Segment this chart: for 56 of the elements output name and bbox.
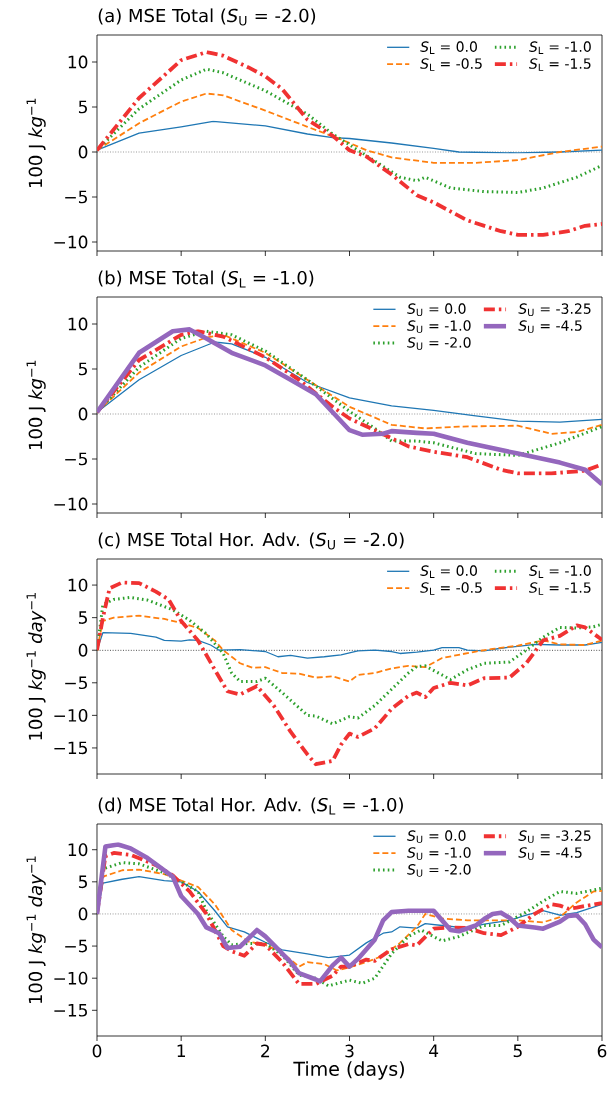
legend-label: S$_{L}$ = -1.0 <box>529 565 591 578</box>
legend-label: S$_{L}$ = 0.0 <box>420 565 477 578</box>
legend-label: S$_{U}$ = -1.0 <box>407 847 471 860</box>
legend-label: S$_{U}$ = -2.0 <box>407 337 471 350</box>
y-tick-label: −10 <box>54 971 88 985</box>
x-tick-label: 2 <box>261 1044 270 1058</box>
y-tick-label: 10 <box>68 317 88 331</box>
x-axis-title: Time (days) <box>293 1061 404 1080</box>
chart-title: (d) MSE Total Hor. Adv. (S$_{L}$ = -1.0) <box>98 797 403 815</box>
chart-title: (b) MSE Total (S$_{L}$ = -1.0) <box>98 270 314 288</box>
y-tick-label: 0 <box>78 643 88 657</box>
legend-label: S$_{U}$ = 0.0 <box>407 830 466 844</box>
y-tick-label: 10 <box>68 55 88 69</box>
y-tick-label: −15 <box>54 741 87 755</box>
legend-label: S$_{U}$ = -4.5 <box>518 847 582 860</box>
legend-label: S$_{L}$ = -0.5 <box>420 582 482 595</box>
legend-label: S$_{U}$ = -1.0 <box>407 320 471 333</box>
x-tick-label: 0 <box>92 1044 102 1058</box>
y-tick-label: −5 <box>65 452 87 466</box>
legend-label: S$_{U}$ = -3.25 <box>518 303 591 317</box>
y-tick-label: 0 <box>78 407 88 421</box>
y-tick-label: 10 <box>68 843 88 857</box>
x-tick-label: 4 <box>429 1044 439 1057</box>
legend-label: S$_{L}$ = -0.5 <box>420 58 482 71</box>
y-tick-label: −5 <box>65 190 87 204</box>
y-tick-label: 5 <box>78 611 87 624</box>
legend-label: S$_{U}$ = 0.0 <box>407 303 466 317</box>
legend-label: S$_{L}$ = 0.0 <box>420 41 477 54</box>
y-axis-title: 100 J kg$^{−1}$ day$^{−1}$ <box>26 856 46 1004</box>
legend-label: S$_{U}$ = -3.25 <box>518 830 591 844</box>
y-tick-label: −5 <box>65 676 87 690</box>
y-tick-label: 5 <box>78 875 87 889</box>
y-axis-title: 100 J kg$^{−1}$ <box>26 98 46 188</box>
x-tick-label: 3 <box>345 1044 354 1058</box>
chart-title: (c) MSE Total Hor. Adv. (S$_{U}$ = -2.0) <box>98 532 404 550</box>
legend-label: S$_{L}$ = -1.0 <box>529 41 591 54</box>
legend-label: S$_{L}$ = -1.5 <box>529 582 591 595</box>
y-tick-label: −10 <box>54 235 88 249</box>
y-tick-label: 5 <box>78 100 87 114</box>
y-tick-label: −10 <box>54 708 88 722</box>
y-tick-label: −5 <box>65 939 87 953</box>
x-tick-label: 5 <box>513 1044 522 1058</box>
y-tick-label: 10 <box>68 578 88 592</box>
x-tick-label: 6 <box>597 1044 607 1058</box>
y-tick-label: −10 <box>54 497 88 511</box>
legend-label: S$_{U}$ = -2.0 <box>407 864 471 877</box>
y-axis-title: 100 J kg$^{−1}$ <box>26 360 46 450</box>
legend-label: S$_{L}$ = -1.5 <box>529 58 591 71</box>
y-tick-label: 5 <box>78 362 87 376</box>
chart-title: (a) MSE Total (S$_{U}$ = -2.0) <box>98 8 316 26</box>
y-tick-label: 0 <box>78 145 88 159</box>
y-tick-label: −15 <box>54 1004 87 1017</box>
x-tick-label: 1 <box>177 1044 186 1057</box>
y-axis-title: 100 J kg$^{−1}$ day$^{−1}$ <box>26 593 46 740</box>
y-tick-label: 0 <box>78 907 88 921</box>
legend-label: S$_{U}$ = -4.5 <box>518 320 582 333</box>
